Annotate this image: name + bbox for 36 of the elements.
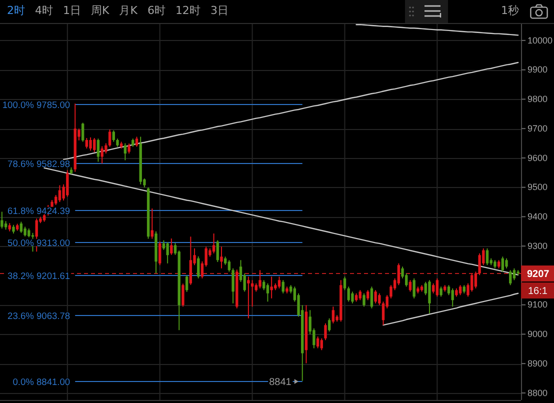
ref-line-label: 78.6% 9582.98 [8, 158, 70, 169]
ref-line-label: 38.2% 9201.61 [8, 270, 70, 281]
y-tick-label: 9800 [528, 94, 548, 104]
text: 1秒 [501, 4, 519, 18]
ref-line-label: 0.0% 8841.00 [12, 376, 70, 387]
ref-line-label: 50.0% 9313.00 [8, 238, 70, 248]
y-tick-label: 9400 [528, 212, 548, 222]
text: 周K [91, 4, 110, 18]
annotation: 8841 [269, 377, 292, 388]
text: 1日 [63, 4, 81, 18]
text: 月K [119, 4, 138, 18]
y-tick-label: 9100 [528, 300, 548, 310]
ref-line-label: 100.0% 9785.00 [2, 100, 70, 110]
text: 12时 [175, 4, 200, 18]
text: 3日 [210, 4, 228, 18]
candlestick [270, 276, 273, 298]
ref-line-label: 9207 [527, 269, 550, 280]
text: 4时 [35, 4, 53, 18]
y-tick-label: 9900 [528, 64, 548, 75]
ref-line-label: 61.8% 9424.39 [8, 206, 70, 216]
text: 6时 [147, 4, 166, 18]
line-series [356, 24, 519, 36]
line-series [382, 292, 519, 326]
text: 16:1 [528, 286, 548, 297]
y-tick-label: 9500 [528, 182, 548, 192]
y-tick-label: 9600 [528, 152, 548, 163]
y-tick-label: 9700 [528, 123, 548, 134]
candlestick [247, 276, 250, 318]
ref-line-label: 23.6% 9063.78 [8, 310, 70, 321]
text: 2时 [7, 4, 25, 18]
y-tick-label: 9300 [528, 240, 548, 251]
candlestick [220, 246, 223, 268]
y-tick-label: 8800 [528, 388, 548, 398]
y-tick-label: 8900 [528, 358, 548, 368]
y-tick-label: 9000 [528, 329, 548, 340]
y-tick-label: 10000 [528, 35, 553, 46]
